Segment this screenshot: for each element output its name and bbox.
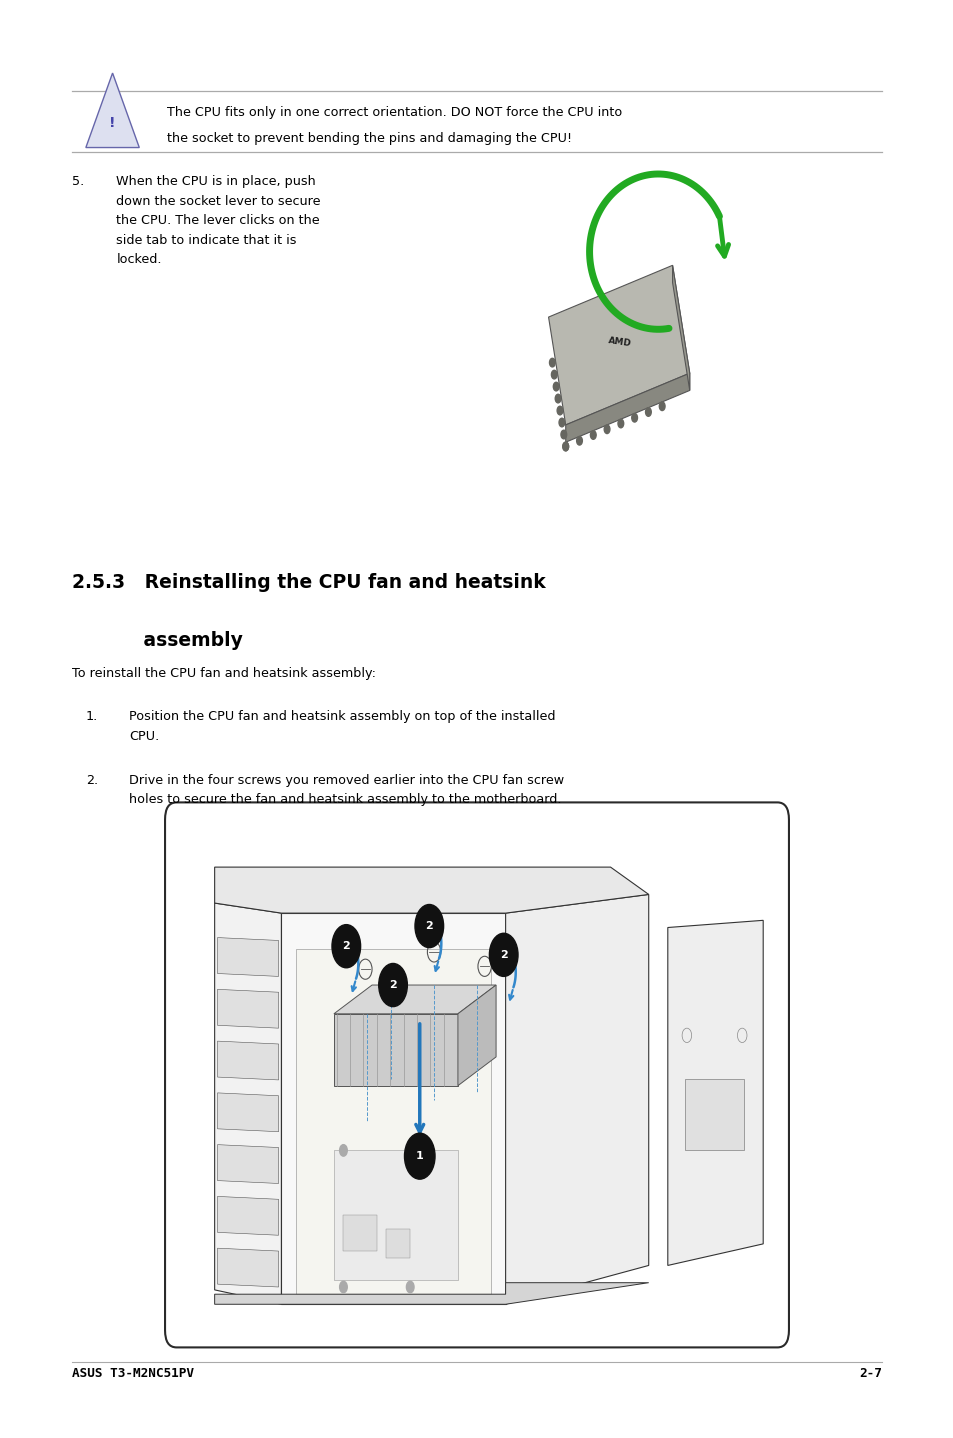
Polygon shape [86,73,139,148]
Text: 2.5.3   Reinstalling the CPU fan and heatsink: 2.5.3 Reinstalling the CPU fan and heats… [71,574,545,592]
Polygon shape [505,894,648,1304]
Circle shape [558,418,564,427]
Polygon shape [343,1215,376,1251]
Polygon shape [217,1093,278,1132]
Text: 2: 2 [425,922,433,930]
Polygon shape [386,1229,410,1258]
Circle shape [562,443,568,452]
Circle shape [489,933,517,976]
Text: the socket to prevent bending the pins and damaging the CPU!: the socket to prevent bending the pins a… [167,132,572,145]
Circle shape [339,1281,347,1293]
Polygon shape [214,1283,648,1304]
Polygon shape [334,1014,457,1086]
Text: 1.: 1. [86,710,98,723]
Circle shape [659,401,664,411]
Text: The CPU fits only in one correct orientation. DO NOT force the CPU into: The CPU fits only in one correct orienta… [167,106,621,119]
Text: 2: 2 [389,981,396,989]
Text: AMD: AMD [607,336,632,348]
Text: When the CPU is in place, push
down the socket lever to secure
the CPU. The leve: When the CPU is in place, push down the … [116,175,320,266]
Circle shape [406,1145,414,1156]
Text: assembly: assembly [71,631,242,650]
Text: 2-7: 2-7 [859,1368,882,1380]
Text: ASUS T3-M2NC51PV: ASUS T3-M2NC51PV [71,1368,193,1380]
Text: 5.: 5. [71,175,84,188]
Circle shape [562,443,568,452]
Text: Position the CPU fan and heatsink assembly on top of the installed
CPU.: Position the CPU fan and heatsink assemb… [129,710,555,743]
Polygon shape [565,372,689,443]
Polygon shape [295,949,491,1294]
Circle shape [415,905,443,948]
Circle shape [560,430,566,439]
Polygon shape [457,985,496,1086]
Polygon shape [281,913,505,1304]
Circle shape [553,383,558,391]
Text: 2: 2 [499,951,507,959]
Circle shape [404,1133,435,1179]
Polygon shape [217,989,278,1028]
FancyBboxPatch shape [165,802,788,1347]
Polygon shape [334,1150,457,1280]
Text: 2: 2 [342,942,350,951]
Circle shape [555,394,560,403]
Polygon shape [217,1248,278,1287]
Circle shape [645,408,651,417]
Polygon shape [217,1041,278,1080]
Text: Drive in the four screws you removed earlier into the CPU fan screw
holes to sec: Drive in the four screws you removed ear… [129,774,563,807]
Text: To reinstall the CPU fan and heatsink assembly:: To reinstall the CPU fan and heatsink as… [71,667,375,680]
Circle shape [631,414,637,423]
Text: !: ! [110,115,115,129]
Polygon shape [672,265,689,390]
Circle shape [406,1281,414,1293]
Polygon shape [548,265,689,426]
Polygon shape [217,1196,278,1235]
Circle shape [551,371,557,380]
Circle shape [618,420,623,429]
Circle shape [603,426,609,434]
Text: 2.: 2. [86,774,98,787]
Circle shape [332,925,360,968]
Circle shape [549,358,555,367]
Polygon shape [214,867,648,913]
Polygon shape [667,920,762,1265]
Circle shape [339,1145,347,1156]
Circle shape [576,437,581,446]
Polygon shape [334,985,496,1014]
Text: 1: 1 [416,1152,423,1160]
Circle shape [557,406,562,414]
Polygon shape [217,1145,278,1183]
Circle shape [590,431,596,440]
Polygon shape [684,1078,743,1150]
Polygon shape [217,938,278,976]
Polygon shape [214,903,281,1304]
Circle shape [378,963,407,1007]
